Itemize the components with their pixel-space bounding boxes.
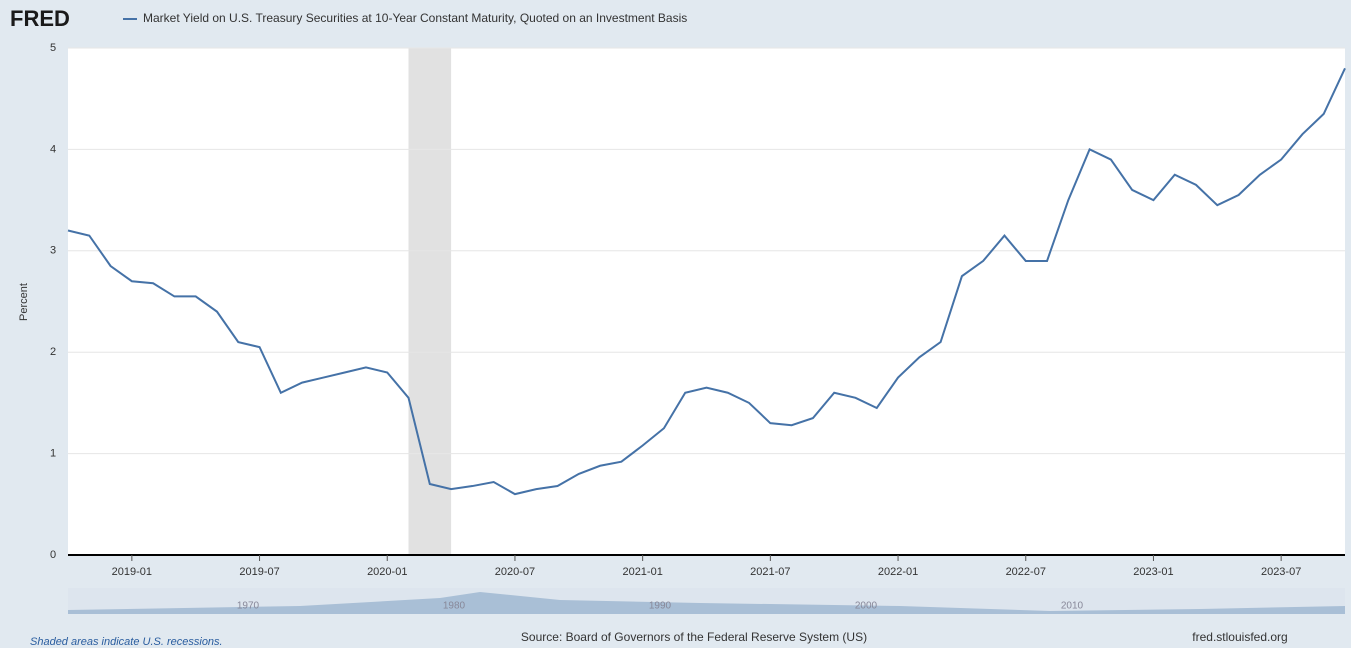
x-tick-label: 2023-07 (1261, 566, 1301, 578)
x-tick-label: 2022-01 (878, 566, 918, 578)
recession-note: Shaded areas indicate U.S. recessions. (30, 636, 223, 648)
series-line (67, 67, 1346, 496)
x-tick-label: 2022-07 (1006, 566, 1046, 578)
x-tick-label: 2021-01 (622, 566, 662, 578)
x-tick-label: 2019-07 (239, 566, 279, 578)
x-tick-label: 2019-01 (112, 566, 152, 578)
navigator-label: 1980 (443, 601, 466, 612)
y-tick-label: 2 (50, 346, 56, 358)
source: Source: Board of Governors of the Federa… (521, 630, 867, 644)
x-tick-label: 2023-01 (1133, 566, 1173, 578)
y-tick-label: 3 (50, 245, 56, 257)
navigator-label: 1990 (649, 601, 672, 612)
y-axis-label: Percent (18, 283, 30, 321)
y-tick-label: 0 (50, 549, 56, 561)
x-tick-label: 2020-07 (495, 566, 535, 578)
recession-band (408, 48, 452, 555)
y-tick-label: 1 (50, 448, 56, 460)
navigator-label: 1970 (237, 601, 260, 612)
x-tick-label: 2020-01 (367, 566, 407, 578)
navigator-series (68, 592, 1345, 614)
x-tick-label: 2021-07 (750, 566, 790, 578)
site: fred.stlouisfed.org (1192, 630, 1287, 644)
navigator-label: 2010 (1061, 601, 1084, 612)
logo: FRED (10, 6, 70, 31)
navigator-label: 2000 (855, 601, 878, 612)
y-tick-label: 5 (50, 42, 56, 54)
y-tick-label: 4 (50, 143, 56, 155)
plot-area (68, 48, 1345, 555)
legend-label: Market Yield on U.S. Treasury Securities… (143, 11, 687, 25)
